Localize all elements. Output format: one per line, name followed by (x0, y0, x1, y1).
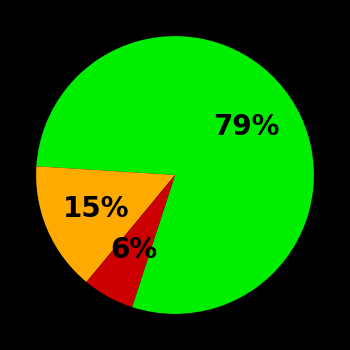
Text: 79%: 79% (213, 113, 279, 141)
Wedge shape (86, 175, 175, 307)
Text: 6%: 6% (110, 237, 157, 265)
Wedge shape (36, 166, 175, 282)
Wedge shape (36, 36, 314, 314)
Text: 15%: 15% (63, 195, 129, 223)
